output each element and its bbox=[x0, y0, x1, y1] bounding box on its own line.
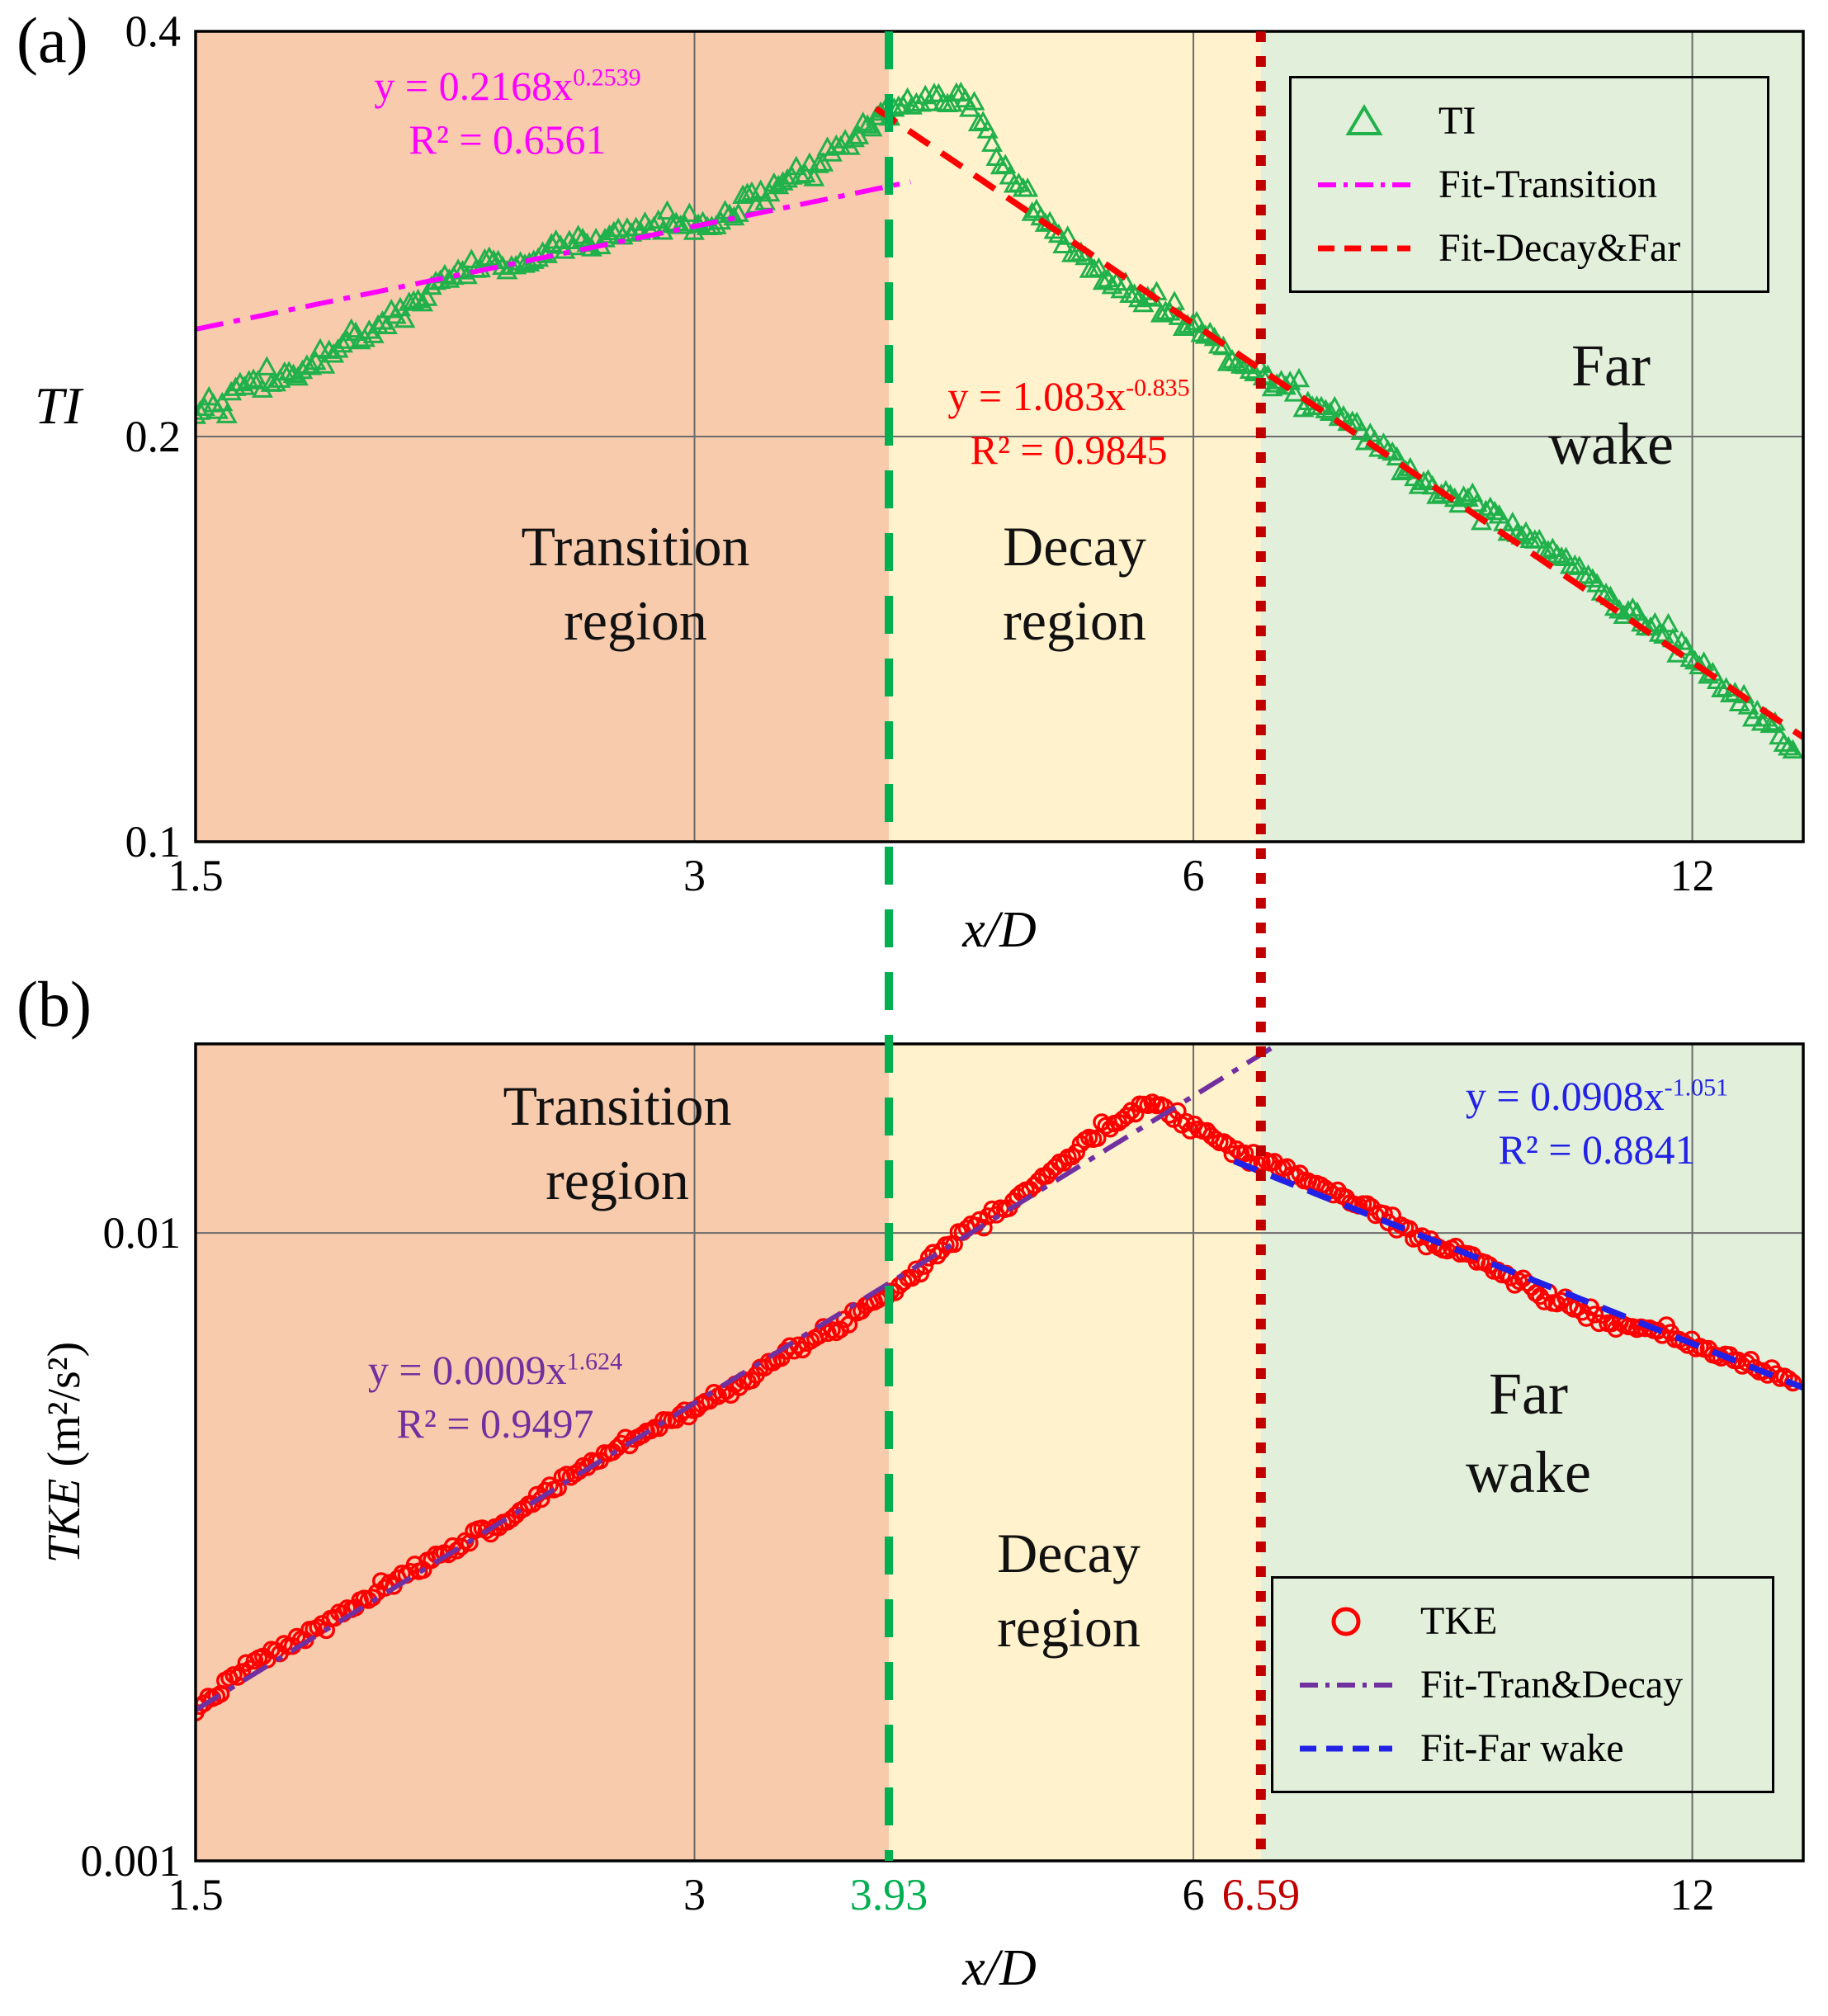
region-label-line: region bbox=[564, 588, 707, 652]
panel-a-tag: (a) bbox=[17, 4, 88, 76]
equation-exponent: 0.2539 bbox=[573, 64, 641, 92]
region-label-line: Far bbox=[1489, 1361, 1568, 1427]
region-bg bbox=[196, 1044, 890, 1861]
x-tick-label: 12 bbox=[1670, 851, 1715, 900]
x-tick-label: 1.5 bbox=[168, 1870, 224, 1919]
equation-base: y = 0.0908x bbox=[1465, 1073, 1665, 1119]
region-label-line: region bbox=[546, 1148, 689, 1211]
r-squared: R² = 0.8841 bbox=[1498, 1126, 1696, 1173]
tke-label-units: (m²/s²) bbox=[39, 1341, 90, 1479]
region-bg bbox=[1260, 1044, 1803, 1861]
dashed-line-icon bbox=[1318, 245, 1410, 251]
y-tick-label: 0.1 bbox=[125, 817, 182, 866]
legend-panel-b: TKE Fit-Tran&Decay Fit-Far wake bbox=[1271, 1576, 1774, 1793]
legend-item-fit-transition: Fit-Transition bbox=[1315, 162, 1744, 207]
x-tick-label: 6 bbox=[1182, 851, 1205, 900]
region-label-line: Transition bbox=[503, 1074, 732, 1137]
equation-line: y = 0.0908x-1.051 bbox=[1466, 1069, 1728, 1123]
equation-exponent: -1.051 bbox=[1664, 1074, 1729, 1102]
legend-item-fit-tran-decay: Fit-Tran&Decay bbox=[1297, 1662, 1749, 1707]
legend-item-tke: TKE bbox=[1297, 1598, 1749, 1644]
equation-base: y = 0.0009x bbox=[367, 1347, 567, 1393]
fit-line-Fit-Far wake bbox=[1233, 1158, 1803, 1391]
panel-b-x-axis-title: x/D bbox=[962, 1940, 1037, 1996]
fit-line-Fit-Transition bbox=[196, 179, 911, 332]
legend-item-ti: TI bbox=[1315, 98, 1744, 144]
equation-base: y = 1.083x bbox=[947, 373, 1127, 419]
legend-label: Fit-Far wake bbox=[1420, 1726, 1624, 1770]
x-tick-label: 6 bbox=[1182, 1870, 1205, 1919]
region-label-far-wake-b: Far wake bbox=[1466, 1355, 1591, 1512]
y-tick-label: 0.001 bbox=[80, 1836, 182, 1886]
legend-label: Fit-Transition bbox=[1438, 163, 1657, 206]
equation-line: y = 0.2168x0.2539 bbox=[374, 59, 640, 113]
fit-equation-decay-far: y = 1.083x-0.835 R² = 0.9845 bbox=[947, 370, 1189, 477]
region-label-line: Transition bbox=[521, 515, 750, 578]
r-squared: R² = 0.9497 bbox=[396, 1400, 594, 1447]
panel-b-tag: (b) bbox=[17, 968, 92, 1040]
legend-panel-a: TI Fit-Transition Fit-Decay&Far bbox=[1289, 76, 1769, 293]
region-label-line: Far bbox=[1571, 333, 1651, 399]
region-label-line: region bbox=[997, 1595, 1141, 1659]
legend-item-fit-far-wake: Fit-Far wake bbox=[1297, 1726, 1749, 1771]
dashdot-line-icon bbox=[1300, 1682, 1392, 1688]
region-label-line: region bbox=[1003, 588, 1146, 652]
region-label-line: Decay bbox=[1003, 515, 1146, 578]
panel-a-x-axis-title: x/D bbox=[962, 902, 1037, 958]
equation-base: y = 0.2168x bbox=[374, 63, 574, 109]
x-tick-label: 3 bbox=[683, 851, 706, 900]
y-tick-label: 0.01 bbox=[102, 1208, 182, 1258]
region-label-line: wake bbox=[1466, 1439, 1591, 1506]
fit-equation-far-wake: y = 0.0908x-1.051 R² = 0.8841 bbox=[1466, 1069, 1728, 1177]
equation-line: y = 1.083x-0.835 bbox=[947, 370, 1189, 423]
fit-equation-transition: y = 0.2168x0.2539 R² = 0.6561 bbox=[374, 59, 640, 167]
equation-exponent: 1.624 bbox=[566, 1348, 623, 1376]
y-tick-label: 0.2 bbox=[125, 412, 182, 461]
plot-border bbox=[194, 30, 1805, 843]
legend-item-fit-decay-far: Fit-Decay&Far bbox=[1315, 225, 1744, 271]
legend-label: TI bbox=[1438, 99, 1476, 143]
x-tick-label: 3 bbox=[683, 1870, 706, 1919]
region-label-decay-b: Decay region bbox=[997, 1517, 1141, 1665]
region-label-transition-a: Transition region bbox=[521, 510, 749, 659]
legend-label: Fit-Decay&Far bbox=[1438, 226, 1681, 270]
boundary-label: 6.59 bbox=[1221, 1870, 1301, 1919]
ti-triangle-icon bbox=[1345, 103, 1383, 135]
region-label-transition-b: Transition region bbox=[503, 1069, 731, 1218]
boundary-label: 3.93 bbox=[849, 1870, 928, 1919]
tke-label-italic: TKE bbox=[39, 1478, 90, 1564]
equation-exponent: -0.835 bbox=[1126, 374, 1190, 402]
legend-label: TKE bbox=[1420, 1599, 1498, 1643]
plot-border bbox=[194, 1042, 1805, 1863]
region-label-decay-a: Decay region bbox=[1003, 510, 1146, 659]
region-label-line: Decay bbox=[997, 1522, 1141, 1584]
panel-a-y-axis-title: TI bbox=[35, 376, 82, 435]
x-tick-label: 12 bbox=[1670, 1870, 1715, 1919]
r-squared: R² = 0.6561 bbox=[409, 116, 607, 163]
region-bg bbox=[889, 1044, 1261, 1861]
region-label-far-wake-a: Far wake bbox=[1548, 327, 1674, 484]
fit-line-Fit-Decay&Far bbox=[874, 106, 1803, 740]
legend-label: Fit-Tran&Decay bbox=[1420, 1663, 1684, 1707]
panel-b-y-axis-title: TKE (m²/s²) bbox=[38, 1342, 91, 1564]
dashed-line-icon bbox=[1300, 1745, 1392, 1751]
tke-circle-icon bbox=[1331, 1607, 1361, 1636]
r-squared: R² = 0.9845 bbox=[970, 427, 1168, 473]
region-label-line: wake bbox=[1548, 411, 1674, 478]
y-tick-label: 0.4 bbox=[125, 7, 182, 56]
equation-line: y = 0.0009x1.624 bbox=[368, 1343, 622, 1397]
x-tick-label: 1.5 bbox=[168, 851, 224, 900]
fit-equation-tran-decay: y = 0.0009x1.624 R² = 0.9497 bbox=[368, 1343, 622, 1451]
dashdot-line-icon bbox=[1318, 182, 1410, 187]
